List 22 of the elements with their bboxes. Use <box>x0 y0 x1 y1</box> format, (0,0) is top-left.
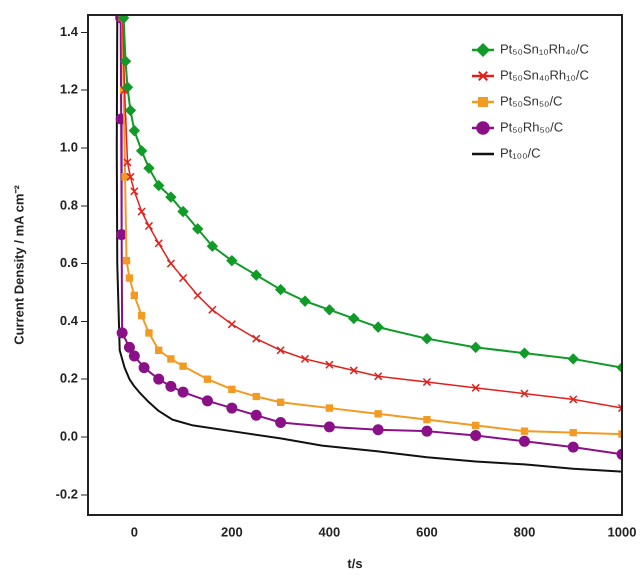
legend-label: Pt₅₀Sn₁₀Rh₄₀/C <box>500 42 589 57</box>
y-tick-label: 1.0 <box>60 140 78 155</box>
y-axis-title: Current Density / mA cm⁻² <box>11 184 26 345</box>
y-tick-label: 0.4 <box>60 312 79 328</box>
y-tick-label: 0.6 <box>60 255 78 270</box>
y-tick-label: 1.2 <box>60 82 78 97</box>
x-tick-label: 800 <box>514 524 536 540</box>
y-tick-label: 0.0 <box>60 428 78 444</box>
x-tick-label: 0 <box>130 524 138 540</box>
legend-label: Pt₅₀Rh₅₀/C <box>500 120 564 135</box>
legend-label: Pt₅₀Sn₄₀Rh₁₀/C <box>500 68 589 83</box>
x-tick-label: 200 <box>221 524 243 540</box>
x-tick-label: 1000 <box>608 524 636 540</box>
x-tick-label: 600 <box>416 524 438 540</box>
legend-label: Pt₅₀Sn₅₀/C <box>500 94 562 109</box>
y-tick-label: 0.2 <box>60 370 78 386</box>
legend-label: Pt₁₀₀/C <box>500 146 540 161</box>
x-tick-label: 400 <box>318 524 340 540</box>
y-tick-label: 0.8 <box>60 197 78 212</box>
y-tick-label: -0.2 <box>56 486 78 502</box>
y-tick-label: 1.4 <box>60 24 79 39</box>
x-axis-title: t/s <box>347 556 363 571</box>
